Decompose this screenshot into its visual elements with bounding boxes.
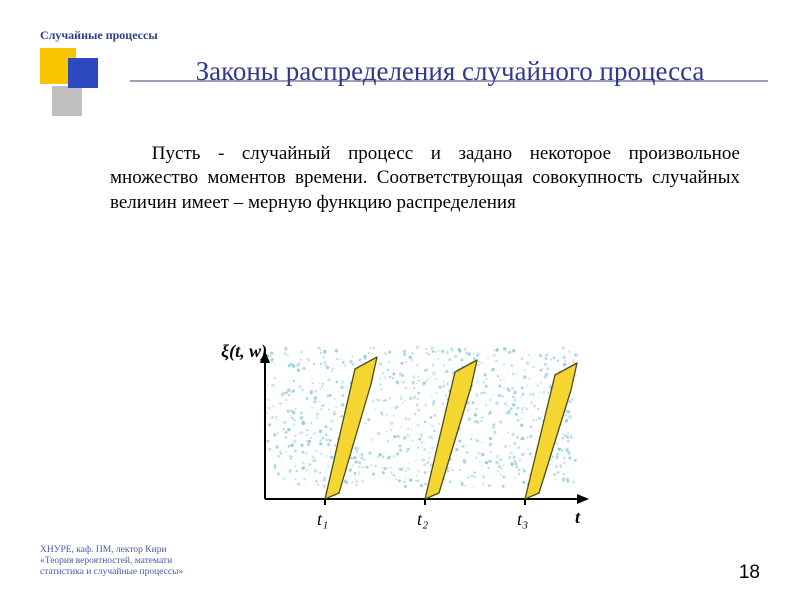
svg-text:t₃: t₃	[517, 509, 528, 529]
body-paragraph: Пусть - случайный процесс и задано некот…	[110, 142, 740, 215]
footer-line-3: статистика и случайные процессы»	[40, 567, 183, 578]
footer-citation: ХНУРЕ, каф. ПМ, лектор Кири «Теория веро…	[40, 545, 183, 578]
deco-grey-square	[52, 86, 82, 116]
deco-blue-square	[68, 58, 98, 88]
footer-line-1: ХНУРЕ, каф. ПМ, лектор Кири	[40, 545, 183, 556]
footer-line-2: «Теория вероятностей, математи	[40, 556, 183, 567]
svg-text:t: t	[575, 507, 581, 527]
svg-text:t₂: t₂	[417, 509, 428, 529]
svg-text:t₁: t₁	[317, 509, 328, 529]
page-number: 18	[739, 562, 760, 584]
corner-decoration	[40, 48, 130, 118]
breadcrumb: Случайные процессы	[40, 28, 158, 43]
distribution-figure: ξ(t, w) t t₁ t₂ t₃	[205, 339, 595, 544]
slide-title: Законы распределения случайного процесса	[160, 56, 740, 87]
svg-text:ξ(t, w): ξ(t, w)	[221, 341, 267, 362]
